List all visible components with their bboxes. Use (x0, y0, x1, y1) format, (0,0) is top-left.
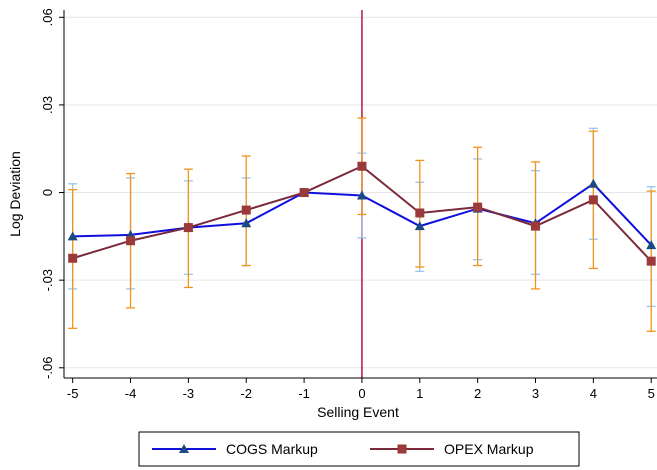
axes (63, 10, 657, 379)
data-point (588, 195, 598, 205)
data-point (415, 208, 425, 218)
data-point (183, 223, 193, 233)
y-tick-label: .06 (40, 8, 55, 26)
legend-label: COGS Markup (226, 441, 318, 457)
data-point (531, 221, 541, 231)
legend: COGS Markup OPEX Markup (138, 431, 580, 467)
series-markers (67, 161, 657, 266)
x-axis-title: Selling Event (317, 404, 399, 420)
data-point (241, 205, 251, 215)
x-tick-label: 1 (416, 386, 423, 401)
data-point (397, 444, 407, 454)
data-point (473, 202, 483, 212)
x-tick-label: -2 (240, 386, 252, 401)
data-point (356, 190, 367, 200)
data-point (299, 188, 309, 198)
legend-label: OPEX Markup (444, 441, 534, 457)
x-tick-label: -4 (125, 386, 137, 401)
x-tick-label: 5 (648, 386, 655, 401)
x-tick-label: -3 (183, 386, 195, 401)
data-point (241, 218, 252, 228)
x-tick-label: 2 (474, 386, 481, 401)
data-point (179, 444, 189, 453)
x-tick-label: -1 (298, 386, 310, 401)
data-point (126, 236, 136, 246)
data-point (357, 161, 367, 171)
y-tick-label: .03 (40, 96, 55, 114)
x-tick-label: 4 (590, 386, 597, 401)
y-tick-label: 0 (40, 189, 55, 196)
data-point (67, 231, 78, 241)
y-tick-label: -.06 (40, 357, 55, 379)
data-point (68, 253, 78, 263)
gridlines (64, 16, 657, 369)
y-axis-title: Log Deviation (7, 151, 23, 237)
ticks: -.06 -.03 0 .03 .06 -5 -4 -3 -2 -1 0 1 2 3 4 5 (40, 8, 655, 401)
data-point (588, 178, 599, 188)
data-point (414, 221, 425, 231)
y-tick-label: -.03 (40, 269, 55, 291)
data-point (646, 240, 657, 250)
data-point (646, 256, 656, 266)
x-tick-label: 0 (358, 386, 365, 401)
x-tick-label: -5 (67, 386, 79, 401)
x-tick-label: 3 (532, 386, 539, 401)
